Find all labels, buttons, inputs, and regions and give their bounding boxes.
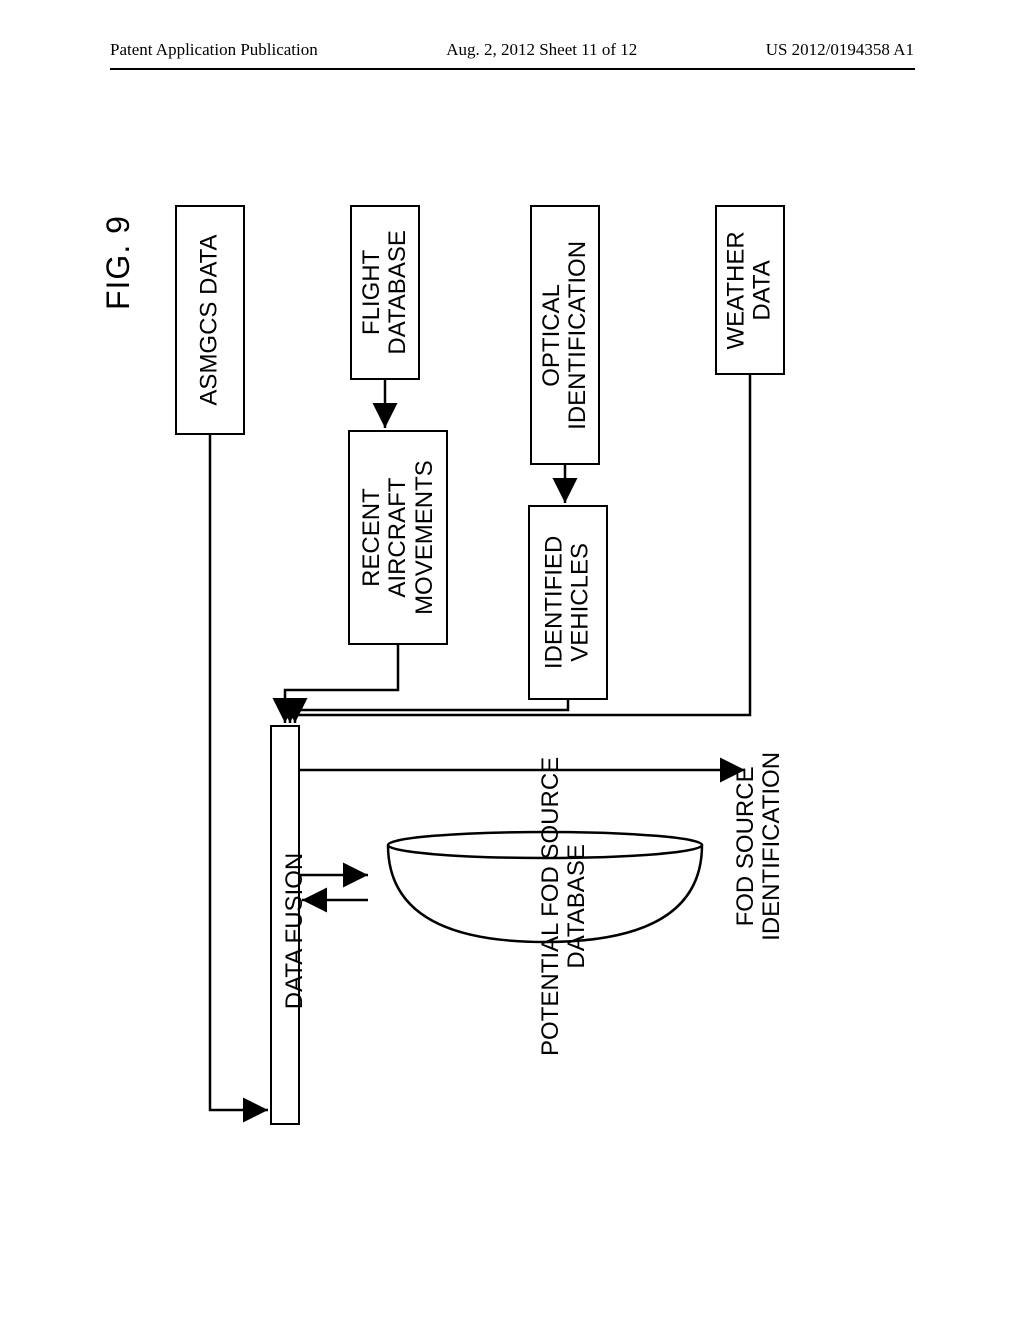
diagram: FIG. 9 ASMGCS DATA FLIGHT DATABASE OPTIC… [120, 180, 900, 1080]
header-right: US 2012/0194358 A1 [766, 40, 914, 60]
header-rule [110, 68, 915, 70]
connectors [120, 180, 900, 1080]
header-left: Patent Application Publication [110, 40, 318, 60]
header-mid: Aug. 2, 2012 Sheet 11 of 12 [446, 40, 637, 60]
